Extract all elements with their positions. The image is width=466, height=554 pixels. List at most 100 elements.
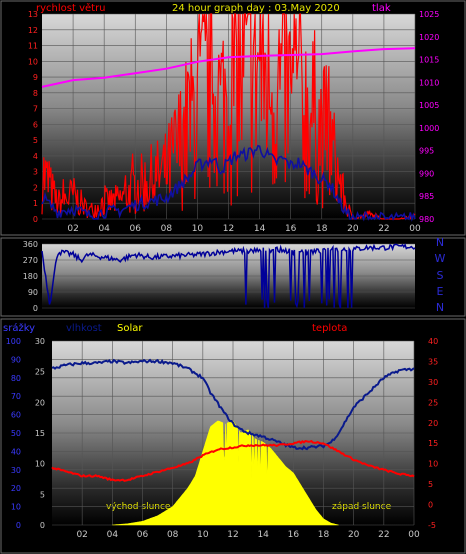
pressure-y-tick: 1005 <box>419 101 439 110</box>
temperature-label: teplota <box>312 323 347 334</box>
wind-x-tick: 20 <box>347 224 359 234</box>
humidity-y-tick: 25 <box>35 368 45 377</box>
temperature-y-tick: 0 <box>428 501 433 510</box>
direction-y-tick: 270 <box>23 256 38 265</box>
wind-y-tick: 11 <box>28 42 38 51</box>
wind-x-tick: 12 <box>223 224 234 234</box>
wind-speed-line <box>41 13 416 220</box>
wind-direction-line <box>41 243 416 309</box>
pressure-y-tick: 985 <box>419 192 434 201</box>
wind-y-tick: 12 <box>28 26 38 35</box>
pressure-y-tick: 990 <box>419 169 434 178</box>
climate-x-tick: 00 <box>408 530 420 540</box>
precip-y-tick: 40 <box>11 447 21 456</box>
humidity-y-tick: 30 <box>35 337 45 346</box>
climate-x-tick: 20 <box>348 530 360 540</box>
precip-y-tick: 60 <box>11 411 21 420</box>
wind-y-tick: 7 <box>33 105 38 114</box>
wind-x-tick: 06 <box>130 224 142 234</box>
climate-panel: srážky vlhkost Solar teplota východ slun… <box>0 318 466 554</box>
sunset-annotation: západ slunce <box>332 502 392 512</box>
temperature-y-tick: 40 <box>428 337 438 346</box>
wind-y-tick: 3 <box>33 168 38 177</box>
temperature-y-tick: 25 <box>428 398 438 407</box>
precip-y-tick: 30 <box>11 466 21 475</box>
temperature-y-tick: 35 <box>428 357 438 366</box>
chart-title: 24 hour graph day : 03.May 2020 <box>172 3 340 14</box>
precip-y-tick: 0 <box>16 521 21 530</box>
pressure-y-tick: 1020 <box>419 33 439 42</box>
temperature-y-tick: 10 <box>428 460 438 469</box>
compass-label: S <box>437 269 444 282</box>
pressure-y-tick: 995 <box>419 147 434 156</box>
precip-label: srážky <box>3 322 35 334</box>
precip-y-tick: 50 <box>11 429 21 438</box>
humidity-label: vlhkost <box>66 323 102 334</box>
compass-label: N <box>436 301 444 314</box>
climate-x-tick: 08 <box>167 530 179 540</box>
pressure-y-tick: 1015 <box>419 56 439 65</box>
climate-x-tick: 18 <box>318 530 330 540</box>
temperature-y-tick: 5 <box>428 480 433 489</box>
pressure-label: tlak <box>372 3 391 14</box>
wind-y-tick: 10 <box>28 57 38 66</box>
wind-y-tick: 0 <box>33 215 38 224</box>
precip-y-tick: 20 <box>11 484 21 493</box>
temperature-y-tick: 20 <box>428 419 438 428</box>
humidity-y-tick: 10 <box>35 460 45 469</box>
pressure-y-tick: 1000 <box>419 124 439 133</box>
climate-x-tick: 12 <box>227 530 238 540</box>
wind-x-tick: 04 <box>98 224 110 234</box>
sunrise-annotation: východ slunce <box>106 502 171 512</box>
precip-y-tick: 70 <box>11 392 21 401</box>
climate-x-tick: 16 <box>288 530 300 540</box>
wind-y-tick: 6 <box>33 120 38 129</box>
compass-label: N <box>436 236 444 249</box>
climate-x-tick: 22 <box>378 530 389 540</box>
solar-area <box>112 420 339 526</box>
direction-y-tick: 90 <box>28 288 38 297</box>
humidity-y-tick: 5 <box>40 490 45 499</box>
wind-pressure-panel: rychlost větru tlak 24 hour graph day : … <box>0 0 466 236</box>
humidity-y-tick: 0 <box>40 521 45 530</box>
solar-label: Solar <box>117 323 143 334</box>
wind-x-tick: 08 <box>161 224 173 234</box>
compass-label: E <box>437 285 444 298</box>
climate-x-tick: 02 <box>76 530 87 540</box>
wind-y-tick: 1 <box>33 199 38 208</box>
wind-x-tick: 16 <box>285 224 297 234</box>
wind-x-tick: 22 <box>378 224 389 234</box>
climate-x-tick: 04 <box>107 530 119 540</box>
wind-speed-label: rychlost větru <box>36 2 106 14</box>
wind-y-tick: 13 <box>28 10 38 19</box>
temperature-line <box>51 439 415 482</box>
direction-y-tick: 0 <box>33 304 38 313</box>
compass-label: W <box>435 252 446 265</box>
wind-y-tick: 5 <box>33 136 38 145</box>
wind-y-tick: 4 <box>33 152 38 161</box>
pressure-y-tick: 980 <box>419 215 434 224</box>
temperature-y-tick: 30 <box>428 378 438 387</box>
wind-x-tick: 00 <box>409 224 421 234</box>
precip-y-tick: 10 <box>11 503 21 512</box>
wind-y-tick: 2 <box>33 183 38 192</box>
humidity-y-tick: 15 <box>35 429 45 438</box>
wind-average-line <box>41 144 416 222</box>
humidity-line <box>51 358 415 451</box>
humidity-y-tick: 20 <box>35 398 45 407</box>
pressure-line <box>41 47 416 88</box>
wind-x-tick: 18 <box>316 224 328 234</box>
precip-y-tick: 90 <box>11 355 21 364</box>
wind-x-tick: 14 <box>254 224 266 234</box>
wind-x-tick: 02 <box>67 224 78 234</box>
wind-y-tick: 9 <box>33 73 38 82</box>
climate-x-tick: 10 <box>197 530 209 540</box>
climate-x-tick: 06 <box>137 530 149 540</box>
pressure-y-tick: 1010 <box>419 78 439 87</box>
direction-y-tick: 360 <box>23 240 38 249</box>
wind-x-tick: 10 <box>192 224 204 234</box>
precip-y-tick: 80 <box>11 374 21 383</box>
temperature-y-tick: -5 <box>428 521 436 530</box>
